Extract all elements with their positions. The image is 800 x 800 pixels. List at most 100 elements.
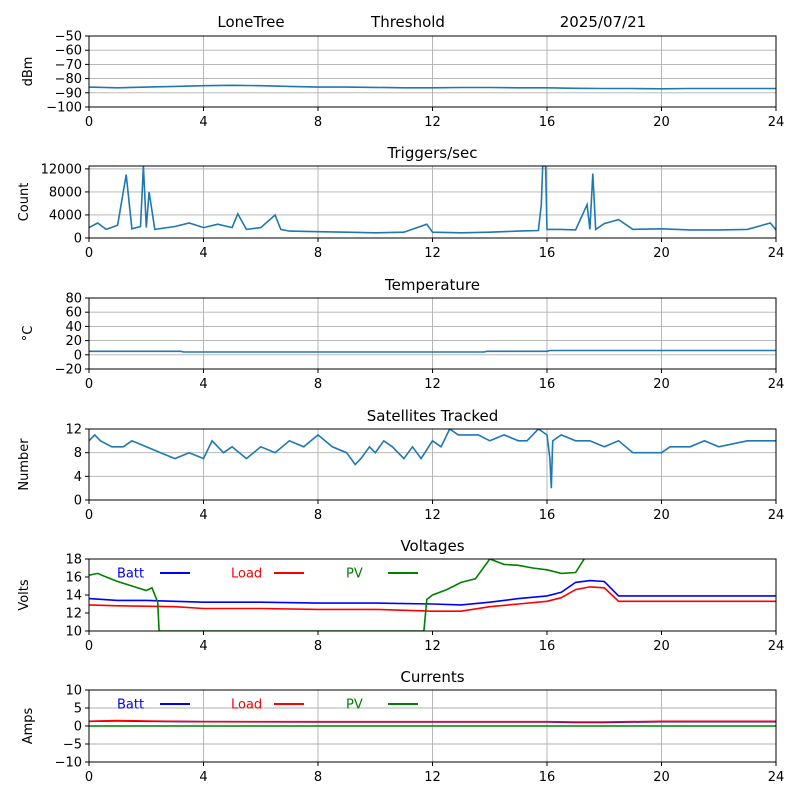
y-tick-label: 20	[65, 334, 82, 349]
panel-title: Triggers/sec	[387, 144, 478, 162]
series-line-batt	[89, 579, 776, 606]
y-tick-label: 8000	[49, 185, 82, 200]
y-axis-label: Number	[17, 438, 32, 491]
x-tick-label: 20	[653, 770, 670, 785]
y-tick-label: 4000	[49, 208, 82, 223]
header-date: 2025/07/21	[560, 13, 646, 31]
x-tick-label: 8	[314, 508, 322, 523]
x-tick-label: 8	[314, 770, 322, 785]
x-tick-label: 4	[199, 115, 207, 130]
y-tick-label: 0	[74, 232, 82, 247]
x-tick-label: 24	[768, 115, 785, 130]
y-tick-label: −100	[46, 101, 82, 116]
y-tick-label: −50	[55, 30, 82, 45]
series-line-load	[89, 719, 776, 723]
y-tick-label: 10	[65, 684, 82, 699]
header-site: LoneTree	[217, 13, 284, 31]
y-axis-label: Amps	[21, 707, 36, 744]
legend-label-load: Load	[231, 698, 262, 713]
y-tick-label: −10	[55, 756, 82, 771]
y-tick-label: −5	[63, 738, 82, 753]
y-tick-label: −60	[55, 44, 82, 59]
x-tick-label: 0	[85, 377, 93, 392]
x-tick-label: 24	[768, 639, 785, 654]
y-tick-label: 14	[65, 589, 82, 604]
x-tick-label: 24	[768, 770, 785, 785]
y-axis-label: Volts	[17, 579, 32, 611]
x-tick-label: 0	[85, 639, 93, 654]
y-tick-label: 80	[65, 292, 82, 307]
x-tick-label: 4	[199, 246, 207, 261]
y-tick-label: 18	[65, 553, 82, 568]
y-tick-label: 60	[65, 306, 82, 321]
x-tick-label: 12	[424, 770, 441, 785]
x-tick-label: 0	[85, 770, 93, 785]
x-tick-label: 12	[424, 639, 441, 654]
series-line-data	[89, 349, 776, 353]
y-tick-label: 16	[65, 571, 82, 586]
y-tick-label: −20	[55, 363, 82, 378]
x-tick-label: 16	[539, 770, 556, 785]
legend-label-batt: Batt	[117, 698, 144, 713]
series-line-data	[89, 429, 776, 489]
x-tick-label: 20	[653, 639, 670, 654]
x-tick-label: 4	[199, 508, 207, 523]
y-tick-label: 12000	[41, 162, 82, 177]
header-mode: Threshold	[370, 13, 445, 31]
legend-label-pv: PV	[346, 567, 363, 582]
x-tick-label: 0	[85, 508, 93, 523]
x-tick-label: 12	[424, 508, 441, 523]
y-tick-label: −70	[55, 58, 82, 73]
panel-title: Voltages	[400, 537, 464, 555]
x-tick-label: 24	[768, 508, 785, 523]
x-tick-label: 8	[314, 115, 322, 130]
y-tick-label: 40	[65, 320, 82, 335]
x-tick-label: 8	[314, 246, 322, 261]
x-tick-label: 4	[199, 377, 207, 392]
y-tick-label: 10	[65, 625, 82, 640]
x-tick-label: 20	[653, 377, 670, 392]
x-tick-label: 20	[653, 508, 670, 523]
series-line-data	[89, 84, 776, 90]
x-tick-label: 8	[314, 377, 322, 392]
y-tick-label: 0	[74, 720, 82, 735]
x-tick-label: 24	[768, 246, 785, 261]
x-tick-label: 12	[424, 115, 441, 130]
x-tick-label: 24	[768, 377, 785, 392]
y-tick-label: 0	[74, 494, 82, 509]
legend-label-batt: Batt	[117, 567, 144, 582]
x-tick-label: 16	[539, 246, 556, 261]
y-axis-label: Count	[17, 183, 32, 222]
series-line-pv	[89, 559, 585, 631]
x-tick-label: 12	[424, 377, 441, 392]
x-tick-label: 16	[539, 639, 556, 654]
x-tick-label: 20	[653, 246, 670, 261]
y-axis-label: dBm	[21, 57, 36, 87]
x-tick-label: 4	[199, 639, 207, 654]
y-tick-label: 12	[65, 607, 82, 622]
y-tick-label: 12	[65, 423, 82, 438]
x-tick-label: 16	[539, 508, 556, 523]
x-tick-label: 16	[539, 115, 556, 130]
panel-title: Currents	[400, 668, 464, 686]
y-tick-label: −80	[55, 72, 82, 87]
y-tick-label: −90	[55, 86, 82, 101]
y-tick-label: 4	[74, 470, 82, 485]
x-tick-label: 12	[424, 246, 441, 261]
panel-title: Satellites Tracked	[367, 407, 498, 425]
x-tick-label: 0	[85, 115, 93, 130]
y-tick-label: 0	[74, 348, 82, 363]
series-line-load	[89, 586, 776, 613]
legend-label-load: Load	[231, 567, 262, 582]
panel-title: Temperature	[384, 276, 480, 294]
x-tick-label: 8	[314, 639, 322, 654]
y-tick-label: 5	[74, 702, 82, 717]
series-line-data	[89, 166, 776, 234]
legend-label-pv: PV	[346, 698, 363, 713]
x-tick-label: 16	[539, 377, 556, 392]
x-tick-label: 4	[199, 770, 207, 785]
y-tick-label: 8	[74, 446, 82, 461]
x-tick-label: 20	[653, 115, 670, 130]
x-tick-label: 0	[85, 246, 93, 261]
